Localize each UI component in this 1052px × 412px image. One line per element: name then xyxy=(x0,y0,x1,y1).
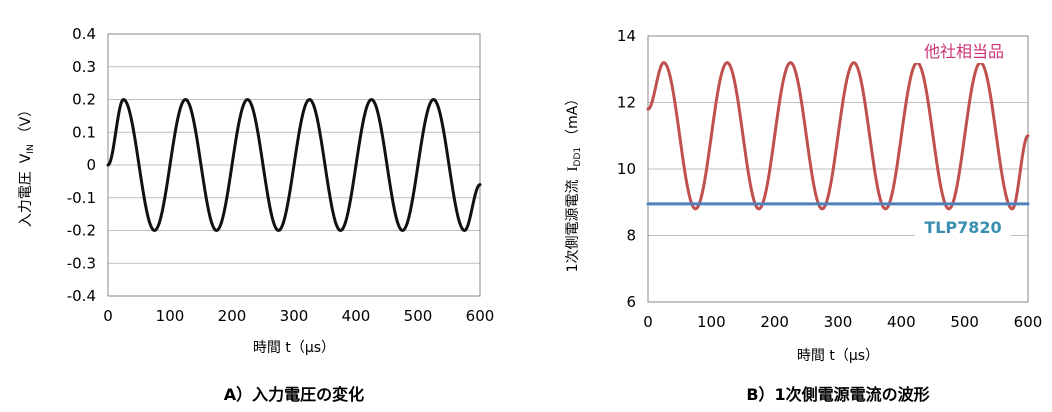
chart-a-y-axis-label-text: 入力電圧 xyxy=(18,171,34,227)
chart-a-y-tick-label: 0.2 xyxy=(72,91,96,109)
chart-a-y-tick-label: 0.3 xyxy=(72,58,96,76)
chart-b: 14 12 10 8 6 0 100 200 300 400 500 600 1次側電源電流 IDD1… xyxy=(565,27,1042,404)
chart-b-label-tlp7820: TLP7820 xyxy=(924,218,1001,237)
chart-a-x-tick-label: 100 xyxy=(156,307,185,325)
chart-b-label-box-tlp7820 xyxy=(915,215,1011,239)
chart-a-series xyxy=(106,98,482,232)
chart-a-x-tick-label: 200 xyxy=(218,307,247,325)
chart-a-caption: A）入力電圧の変化 xyxy=(224,385,364,404)
chart-b-y-axis-unit: （mA） xyxy=(565,92,581,143)
chart-a-y-ticks: 0.4 0.3 0.2 0.1 0 -0.1 -0.2 -0.3 -0.4 xyxy=(67,25,96,305)
chart-b-y-tick-label: 8 xyxy=(626,227,636,245)
chart-a-x-tick-label: 0 xyxy=(103,307,113,325)
chart-b-y-tick-label: 12 xyxy=(617,94,636,112)
chart-b-y-axis-sub: DD1 xyxy=(573,147,583,167)
chart-b-label-competitor: 他社相当品 xyxy=(924,42,1004,61)
chart-b-series xyxy=(646,61,1030,211)
chart-a-y-tick-label: -0.3 xyxy=(67,254,96,272)
chart-b-y-tick-label: 14 xyxy=(617,27,636,45)
chart-b-x-tick-label: 600 xyxy=(1014,313,1043,331)
chart-b-x-axis-label: 時間 t（μs） xyxy=(797,348,879,364)
chart-b-y-tick-label: 10 xyxy=(617,160,636,178)
chart-b-x-tick-label: 0 xyxy=(643,313,653,331)
chart-a-y-axis-sub: IN xyxy=(26,144,36,153)
chart-b-x-tick-label: 400 xyxy=(887,313,916,331)
chart-a-x-tick-label: 400 xyxy=(342,307,371,325)
chart-a-y-axis-var: V xyxy=(18,153,34,163)
chart-a-x-tick-label: 600 xyxy=(466,307,495,325)
chart-b-series-line-1 xyxy=(646,61,1030,211)
chart-a-y-tick-label: 0.4 xyxy=(72,25,96,43)
chart-b-x-ticks: 0 100 200 300 400 500 600 xyxy=(643,313,1042,331)
chart-b-y-tick-label: 6 xyxy=(626,293,636,311)
chart-b-y-axis-label: 1次側電源電流 IDD1 （mA） xyxy=(565,92,583,273)
chart-b-x-tick-label: 300 xyxy=(824,313,853,331)
chart-a-y-tick-label: -0.4 xyxy=(67,287,96,305)
chart-b-x-tick-label: 200 xyxy=(760,313,789,331)
chart-a-y-axis-label: 入力電圧 VIN （V） xyxy=(18,103,36,228)
chart-a-series-line-1 xyxy=(106,98,482,232)
chart-b-x-tick-label: 500 xyxy=(950,313,979,331)
chart-a-y-axis-unit: （V） xyxy=(18,103,34,141)
chart-a-x-axis-label: 時間 t（μs） xyxy=(253,340,335,356)
chart-b-plot-frame xyxy=(647,35,1029,303)
chart-a-x-tick-label: 500 xyxy=(404,307,433,325)
chart-a-y-tick-label: 0 xyxy=(86,156,96,174)
chart-a-y-tick-label: -0.1 xyxy=(67,189,96,207)
chart-a-x-ticks: 0 100 200 300 400 500 600 xyxy=(103,307,494,325)
chart-b-y-axis-label-text: 1次側電源電流 xyxy=(565,179,581,272)
chart-a-y-tick-label: 0.1 xyxy=(72,123,96,141)
chart-b-caption: B）1次側電源電流の波形 xyxy=(746,385,929,404)
chart-b-y-ticks: 14 12 10 8 6 xyxy=(617,27,636,311)
chart-b-label-box-competitor xyxy=(905,39,1023,63)
chart-b-y-axis-var: I xyxy=(565,166,581,171)
chart-b-x-tick-label: 100 xyxy=(697,313,726,331)
chart-a-y-tick-label: -0.2 xyxy=(67,222,96,240)
chart-a: 0.4 0.3 0.2 0.1 0 -0.1 -0.2 -0.3 -0.4 0 100 200 300… xyxy=(18,25,494,404)
chart-a-x-tick-label: 300 xyxy=(280,307,309,325)
